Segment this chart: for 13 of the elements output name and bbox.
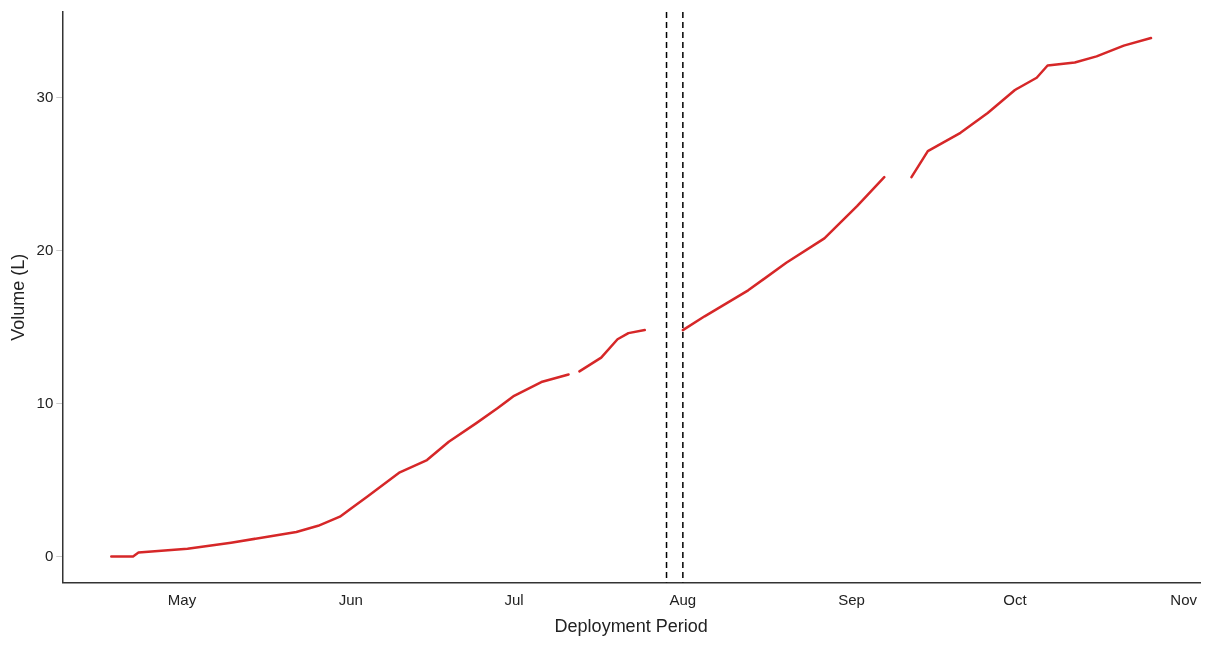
y-tick-label: 20 <box>36 240 54 258</box>
y-tick-label: 0 <box>44 546 54 564</box>
y-tick-label: 10 <box>36 393 54 411</box>
x-tick-label: Jun <box>338 590 363 608</box>
x-tick-label: Oct <box>1003 590 1028 608</box>
x-axis-title: Deployment Period <box>554 616 708 637</box>
x-tick-label: May <box>167 590 197 608</box>
x-tick-label: Nov <box>1170 590 1198 608</box>
x-tick-label: Aug <box>669 590 697 608</box>
x-tick-label: Sep <box>838 590 865 608</box>
y-axis-title: Volume (L) <box>7 253 28 341</box>
x-tick-label: Jul <box>504 590 524 608</box>
y-tick-label: 30 <box>36 87 54 105</box>
